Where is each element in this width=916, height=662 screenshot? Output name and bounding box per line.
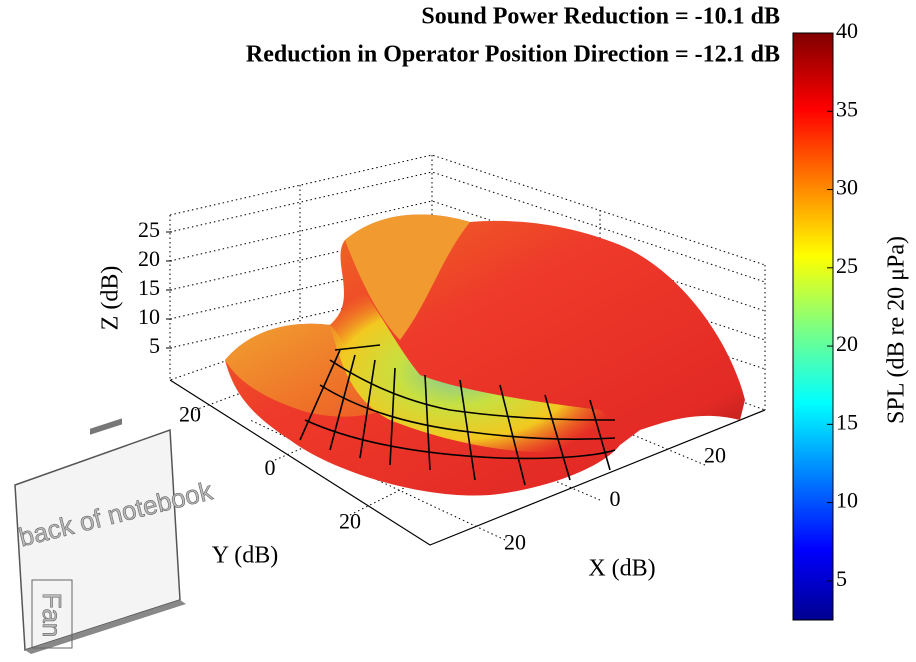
colorbar-tick-label: 25: [836, 253, 858, 278]
colorbar-tick-label: 30: [836, 175, 858, 200]
chart-title: Sound Power Reduction = -10.1 dB: [421, 4, 780, 30]
z-axis-label: Z (dB): [98, 266, 124, 331]
colorbar-tick-label: 40: [836, 18, 858, 43]
chart-subtitle: Reduction in Operator Position Direction…: [246, 42, 780, 68]
x-tick-label: 20: [704, 443, 726, 468]
annotation: Fan: [37, 593, 67, 638]
notebook: back of notebook Fan: [14, 418, 217, 654]
colorbar-tick-label: 35: [836, 96, 858, 121]
colorbar-tick-label: 20: [836, 331, 858, 356]
fan-box: [31, 579, 73, 649]
z-tick-label: 10: [138, 304, 160, 329]
z-tick-label: 20: [138, 246, 160, 271]
x-axis-label: X (dB): [588, 556, 655, 582]
z-tick-label: 15: [138, 275, 160, 300]
z-tick-label: 25: [138, 217, 160, 242]
colorbar-label: SPL (dB re 20 μPa): [884, 236, 910, 424]
z-tick-label: 5: [149, 333, 160, 358]
y-tick-label: 20: [339, 508, 361, 533]
y-tick-label: 20: [179, 402, 201, 427]
colorbar: [792, 32, 834, 621]
surface: [225, 214, 745, 496]
x-tick-label: 0: [610, 486, 621, 511]
colorbar-tick-label: 10: [836, 488, 858, 513]
y-tick-label: 0: [265, 455, 276, 480]
colorbar-tick-label: 15: [836, 409, 858, 434]
vent: [90, 418, 122, 435]
colorbar-tick-label: 5: [836, 566, 847, 591]
y-axis-label: Y (dB): [212, 543, 278, 569]
x-tick-label: 20: [504, 529, 526, 554]
